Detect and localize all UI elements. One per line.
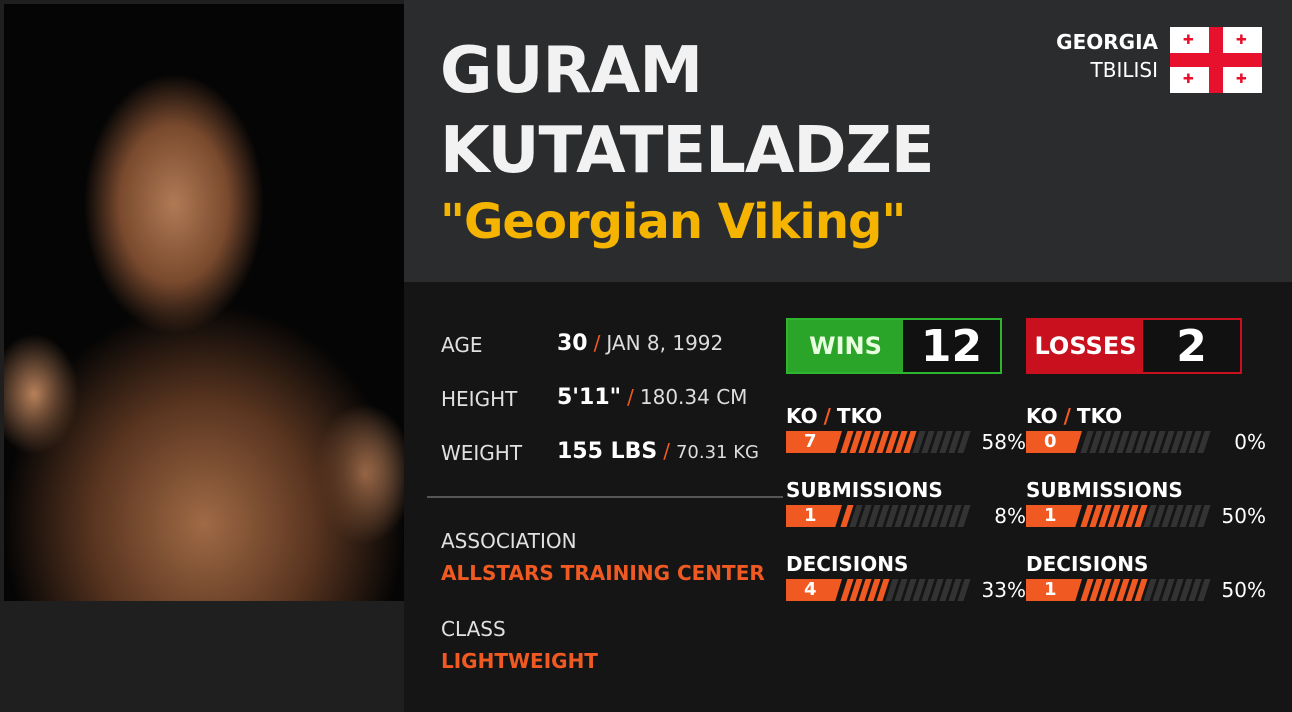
stat-bar: 1 50% xyxy=(1026,578,1266,602)
stat-label: SUBMISSIONS xyxy=(786,478,943,502)
fighter-header: GURAM KUTATELADZE "Georgian Viking" GEOR… xyxy=(404,0,1292,282)
height-value: 5'11"/180.34 CM xyxy=(557,385,748,410)
stat-count: 1 xyxy=(786,505,842,527)
stat-count: 1 xyxy=(1026,579,1082,601)
losses-stat-0: KO / TKO 0 0% xyxy=(1026,404,1266,454)
stat-percent: 58% xyxy=(981,430,1026,454)
losses-stat-1: SUBMISSIONS 1 50% xyxy=(1026,478,1266,528)
wins-box: WINS 12 xyxy=(786,318,1002,374)
losses-count: 2 xyxy=(1143,320,1240,372)
wins-stat-0: KO / TKO 7 58% xyxy=(786,404,1026,454)
wins-stat-1: SUBMISSIONS 1 8% xyxy=(786,478,1026,528)
fighter-photo xyxy=(4,4,404,601)
divider xyxy=(427,496,783,498)
nickname: "Georgian Viking" xyxy=(440,194,906,250)
stat-percent: 33% xyxy=(981,578,1026,602)
stat-bar: 1 8% xyxy=(786,504,1026,528)
wins-stat-2: DECISIONS 4 33% xyxy=(786,552,1026,602)
stat-count: 7 xyxy=(786,431,842,453)
age-label: AGE xyxy=(441,333,483,357)
weight-value: 155 LBS/70.31 KG xyxy=(557,439,759,464)
losses-box: LOSSES 2 xyxy=(1026,318,1242,374)
stat-percent: 0% xyxy=(1234,430,1266,454)
stat-label: DECISIONS xyxy=(786,552,909,576)
losses-stat-2: DECISIONS 1 50% xyxy=(1026,552,1266,602)
stat-percent: 50% xyxy=(1221,578,1266,602)
stat-count: 1 xyxy=(1026,505,1082,527)
first-name: GURAM xyxy=(440,34,703,108)
stat-percent: 8% xyxy=(994,504,1026,528)
stat-count: 0 xyxy=(1026,431,1082,453)
stat-percent: 50% xyxy=(1221,504,1266,528)
class-label: CLASS xyxy=(441,617,506,641)
class-value: LIGHTWEIGHT xyxy=(441,649,598,673)
stat-label: KO / TKO xyxy=(786,404,883,428)
stat-label: SUBMISSIONS xyxy=(1026,478,1183,502)
association-label: ASSOCIATION xyxy=(441,529,577,553)
weight-label: WEIGHT xyxy=(441,441,523,465)
georgia-flag-icon: ✚ ✚ ✚ ✚ xyxy=(1170,27,1262,93)
stat-bar: 4 33% xyxy=(786,578,1026,602)
stat-bar: 7 58% xyxy=(786,430,1026,454)
stat-bar: 0 0% xyxy=(1026,430,1266,454)
wins-count: 12 xyxy=(903,320,1000,372)
country: GEORGIA xyxy=(1056,30,1158,54)
stat-bar: 1 50% xyxy=(1026,504,1266,528)
stat-count: 4 xyxy=(786,579,842,601)
photo-panel xyxy=(0,0,404,712)
last-name: KUTATELADZE xyxy=(440,114,935,188)
height-label: HEIGHT xyxy=(441,387,518,411)
stat-label: DECISIONS xyxy=(1026,552,1149,576)
association-value: ALLSTARS TRAINING CENTER xyxy=(441,561,765,585)
stat-label: KO / TKO xyxy=(1026,404,1123,428)
age-value: 30/JAN 8, 1992 xyxy=(557,331,724,356)
city: TBILISI xyxy=(1090,58,1158,82)
